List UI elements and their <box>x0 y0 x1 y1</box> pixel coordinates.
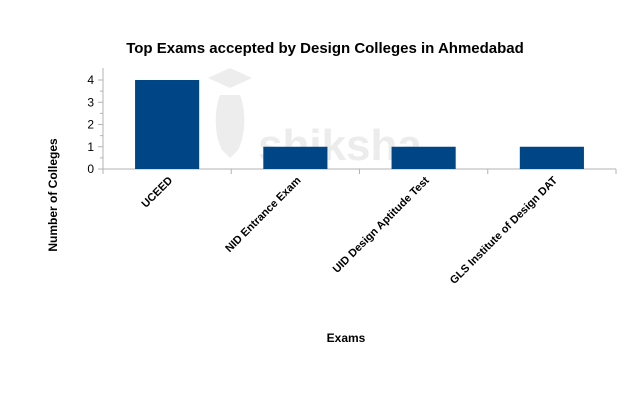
x-tick-label: GLS Institute of Design DAT <box>448 174 560 286</box>
bar <box>135 80 200 169</box>
y-tick-label: 4 <box>87 73 94 87</box>
category-labels: UCEED NID Entrance Exam UID Design Aptitud… <box>140 174 561 286</box>
y-tick-label: 0 <box>87 162 94 176</box>
chart-title: Top Exams accepted by Design Colleges in… <box>126 40 524 57</box>
y-tick-label: 3 <box>87 95 94 109</box>
y-tick-label: 1 <box>87 140 94 154</box>
y-ticks: 0 1 2 3 4 <box>87 73 103 176</box>
bar <box>519 146 584 169</box>
bar <box>391 146 456 169</box>
x-axis-label: Exams <box>327 331 366 345</box>
graduate-icon <box>208 68 252 158</box>
y-tick-label: 2 <box>87 118 94 132</box>
y-axis-label: Number of Colleges <box>46 138 60 252</box>
bar <box>263 146 328 169</box>
bars <box>135 80 584 169</box>
x-tick-label: UID Design Aptitude Test <box>331 174 432 275</box>
x-tick-label: UCEED <box>140 175 176 211</box>
x-ticks <box>102 169 617 174</box>
x-tick-label: NID Entrance Exam <box>223 174 303 254</box>
